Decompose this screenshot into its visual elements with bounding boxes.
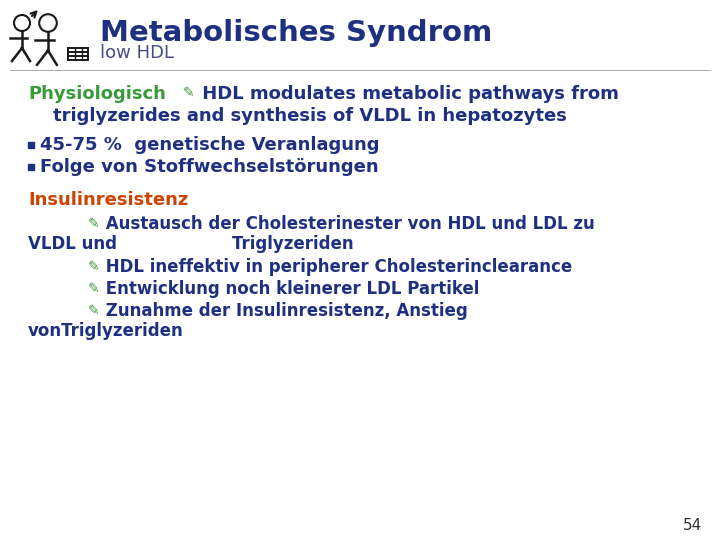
Text: Entwicklung noch kleinerer LDL Partikel: Entwicklung noch kleinerer LDL Partikel	[100, 280, 480, 298]
Text: ✎: ✎	[183, 86, 194, 100]
Bar	[28, 142, 34, 148]
Text: ✎: ✎	[88, 217, 99, 231]
Text: low HDL: low HDL	[100, 44, 174, 62]
Text: Insulinresistenz: Insulinresistenz	[28, 191, 189, 209]
Text: VLDL und                    Triglyzeriden: VLDL und Triglyzeriden	[28, 235, 354, 253]
Text: HDL modulates metabolic pathways from: HDL modulates metabolic pathways from	[196, 85, 619, 103]
Text: 54: 54	[683, 518, 702, 534]
Text: ✎: ✎	[88, 282, 99, 296]
Text: Metabolisches Syndrom: Metabolisches Syndrom	[100, 19, 492, 47]
Text: triglyzerides and synthesis of VLDL in hepatozytes: triglyzerides and synthesis of VLDL in h…	[28, 107, 567, 125]
Text: ✎: ✎	[88, 304, 99, 318]
Text: ✎: ✎	[88, 260, 99, 274]
Text: vonTriglyzeriden: vonTriglyzeriden	[28, 322, 184, 340]
Text: HDL ineffektiv in peripherer Cholesterinclearance: HDL ineffektiv in peripherer Cholesterin…	[100, 258, 572, 276]
Text: 45-75 %  genetische Veranlagung: 45-75 % genetische Veranlagung	[40, 136, 379, 154]
Text: Austausch der Cholesterinester von HDL und LDL zu: Austausch der Cholesterinester von HDL u…	[100, 215, 595, 233]
Text: Physiologisch: Physiologisch	[28, 85, 166, 103]
Bar	[28, 164, 34, 170]
Text: Zunahme der Insulinresistenz, Anstieg: Zunahme der Insulinresistenz, Anstieg	[100, 302, 468, 320]
Text: Folge von Stoffwechselstörungen: Folge von Stoffwechselstörungen	[40, 158, 379, 176]
